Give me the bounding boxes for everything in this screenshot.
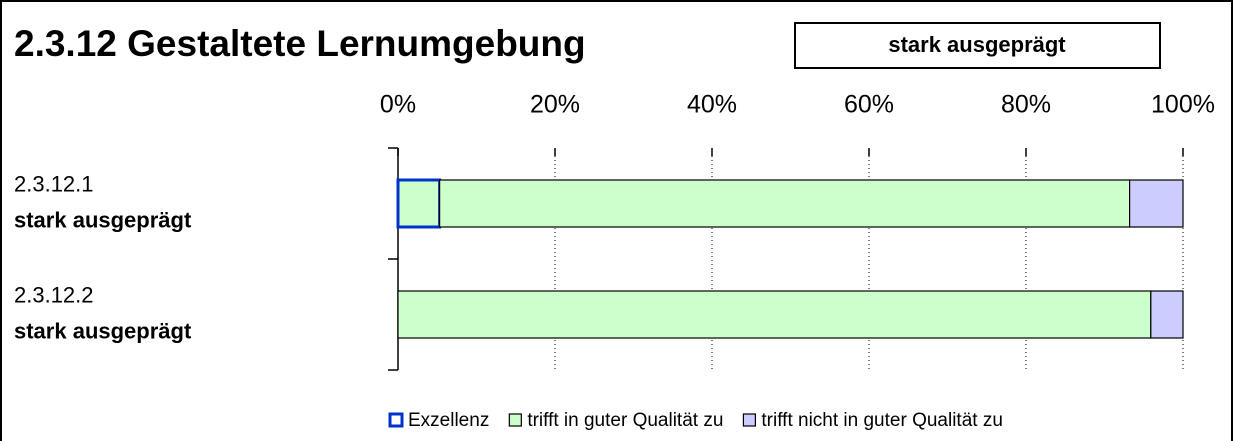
bar-segment	[439, 179, 1131, 228]
chart-title: 2.3.12 Gestaltete Lernumgebung	[14, 23, 586, 64]
x-tick-label: 60%	[844, 91, 894, 119]
legend-label: trifft in guter Qualität zu	[527, 410, 723, 431]
category-label: 2.3.12.1	[14, 171, 94, 196]
bar-segment	[397, 290, 1152, 339]
category-label: 2.3.12.2	[14, 282, 94, 307]
legend-swatch	[508, 413, 522, 427]
category-rating: stark ausgeprägt	[14, 207, 192, 232]
badge-box	[794, 22, 1161, 69]
x-tick-label: 40%	[687, 91, 737, 119]
legend-label: Exzellenz	[408, 410, 489, 431]
x-tick-label: 0%	[380, 91, 416, 119]
x-tick-label: 100%	[1151, 91, 1215, 119]
badge: stark ausgeprägt	[888, 32, 1066, 57]
category-rating: stark ausgeprägt	[14, 318, 192, 343]
x-tick-label: 80%	[1001, 91, 1051, 119]
bar-segment	[396, 178, 442, 229]
legend-swatch	[388, 412, 404, 428]
legend-swatch	[742, 413, 757, 427]
legend-label: trifft nicht in guter Qualität zu	[761, 410, 1003, 431]
x-tick-label: 20%	[530, 91, 580, 119]
bar-segment	[1129, 179, 1184, 228]
bar-segment	[1150, 290, 1184, 339]
